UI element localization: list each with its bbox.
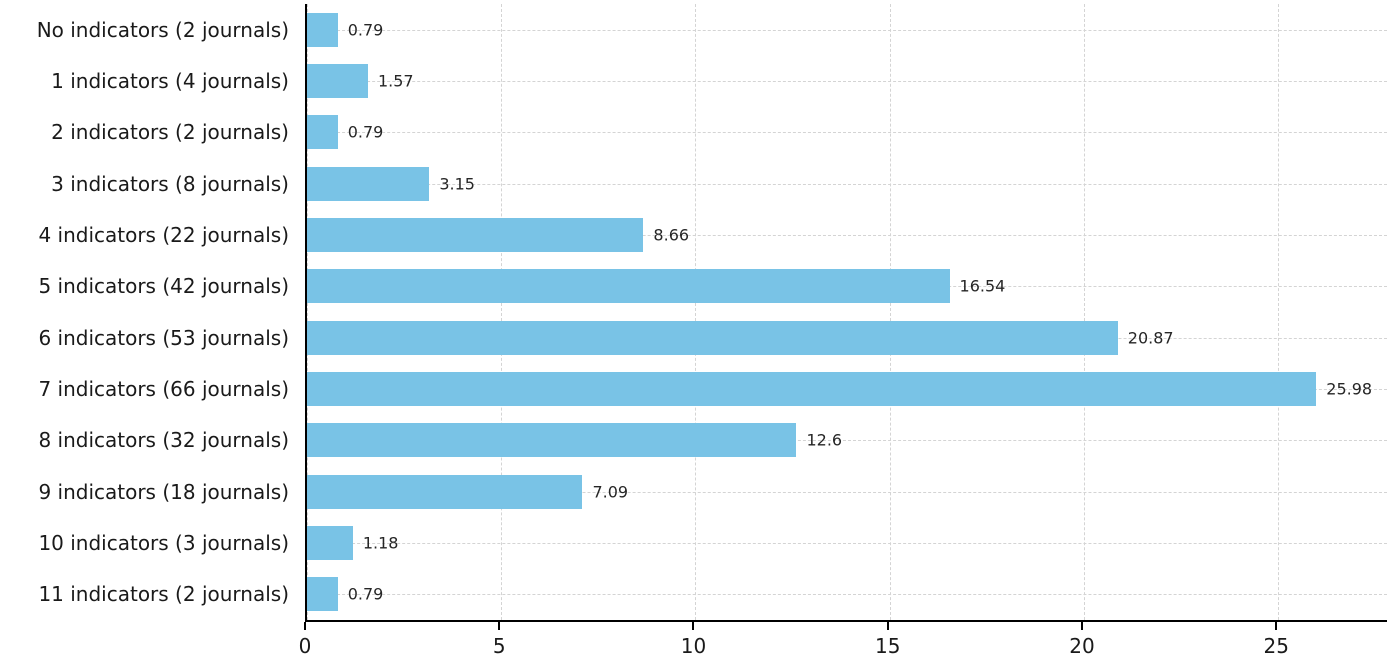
horizontal-gridline <box>307 132 1387 134</box>
horizontal-gridline <box>307 81 1387 82</box>
plot-area: 0.79 1.57 0.79 3.15 8.66 16.54 20.87 25.98 12.6 7… <box>305 4 1387 622</box>
category-label: 10 indicators (3 journals) <box>38 531 289 555</box>
bar <box>307 64 368 98</box>
bar <box>307 423 797 458</box>
x-tick-label: 0 <box>298 634 312 654</box>
value-label: 25.98 <box>1326 379 1373 399</box>
bar <box>307 526 353 560</box>
x-tick-label: 15 <box>874 634 901 654</box>
value-label: 20.87 <box>1127 328 1174 348</box>
category-label: 11 indicators (2 journals) <box>38 582 289 607</box>
category-label: 6 indicators (53 journals) <box>38 325 289 350</box>
bar <box>307 218 644 252</box>
horizontal-gridline <box>307 183 1387 185</box>
x-tick-label: 25 <box>1263 634 1289 654</box>
vertical-gridline <box>695 4 697 620</box>
value-label: 1.18 <box>362 533 399 553</box>
value-label: 7.09 <box>592 482 629 502</box>
x-tick-label: 5 <box>492 634 506 654</box>
x-tick-mark <box>304 622 306 630</box>
x-tick-mark <box>886 622 889 630</box>
category-label: 7 indicators (66 journals) <box>38 377 289 401</box>
category-label: 4 indicators (22 journals) <box>38 223 289 247</box>
horizontal-gridline <box>307 594 1387 596</box>
vertical-gridline <box>501 4 503 620</box>
bar <box>307 320 1118 355</box>
horizontal-gridline <box>307 235 1387 236</box>
value-label: 12.6 <box>806 430 843 450</box>
x-tick-mark <box>692 622 695 630</box>
y-axis-labels: No indicators (2 journals) 1 indicators (… <box>0 4 297 620</box>
x-tick-label: 10 <box>680 634 707 654</box>
x-tick-mark <box>498 622 501 630</box>
bar <box>307 372 1317 406</box>
horizontal-gridline <box>307 491 1387 493</box>
category-label: No indicators (2 journals) <box>36 17 289 42</box>
vertical-gridline <box>1083 4 1085 620</box>
horizontal-gridline <box>307 543 1387 544</box>
value-label: 8.66 <box>653 225 690 245</box>
bar <box>307 474 583 509</box>
value-label: 0.79 <box>347 20 384 40</box>
value-label: 0.79 <box>347 584 384 604</box>
value-label: 1.57 <box>377 71 414 91</box>
value-label: 0.79 <box>347 122 384 142</box>
bar <box>307 269 950 304</box>
category-label: 9 indicators (18 journals) <box>38 479 289 504</box>
category-label: 1 indicators (4 journals) <box>51 69 289 93</box>
value-label: 3.15 <box>439 174 475 194</box>
horizontal-gridline <box>307 29 1387 31</box>
category-label: 2 indicators (2 journals) <box>51 120 289 145</box>
x-tick-mark <box>1080 622 1083 630</box>
category-label: 3 indicators (8 journals) <box>51 171 289 196</box>
x-tick-label: 20 <box>1069 634 1095 654</box>
category-label: 8 indicators (32 journals) <box>38 428 289 453</box>
value-label: 16.54 <box>959 276 1006 296</box>
category-label: 5 indicators (42 journals) <box>38 274 289 299</box>
vertical-gridline <box>307 4 308 620</box>
bar <box>307 166 430 201</box>
horizontal-gridline <box>307 440 1387 442</box>
vertical-gridline <box>1278 4 1280 620</box>
bar <box>307 115 338 150</box>
bar <box>307 12 338 47</box>
vertical-gridline <box>889 4 891 620</box>
bar <box>307 577 338 612</box>
x-tick-mark <box>1275 622 1278 630</box>
